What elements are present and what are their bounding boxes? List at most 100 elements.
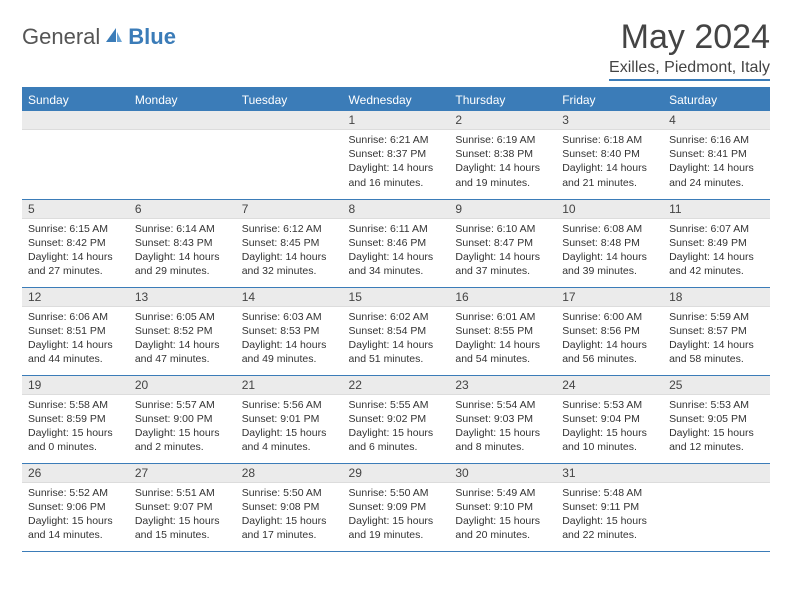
weekday-header: Sunday [22, 88, 129, 111]
day-info: Sunrise: 6:19 AMSunset: 8:38 PMDaylight:… [449, 130, 556, 193]
day-number-bar: 14 [236, 288, 343, 307]
daylight-line: Daylight: 15 hours and 20 minutes. [455, 515, 540, 541]
day-info: Sunrise: 6:14 AMSunset: 8:43 PMDaylight:… [129, 219, 236, 282]
day-number-bar: 30 [449, 464, 556, 483]
calendar-day-cell: 9Sunrise: 6:10 AMSunset: 8:47 PMDaylight… [449, 199, 556, 287]
sunrise-line: Sunrise: 5:52 AM [28, 487, 108, 499]
calendar-day-cell: 21Sunrise: 5:56 AMSunset: 9:01 PMDayligh… [236, 375, 343, 463]
day-number-bar: 29 [343, 464, 450, 483]
daylight-line: Daylight: 15 hours and 15 minutes. [135, 515, 220, 541]
day-info: Sunrise: 5:57 AMSunset: 9:00 PMDaylight:… [129, 395, 236, 458]
weekday-header: Friday [556, 88, 663, 111]
daylight-line: Daylight: 14 hours and 37 minutes. [455, 251, 540, 277]
sunset-line: Sunset: 8:43 PM [135, 237, 213, 249]
calendar-week-row: 12Sunrise: 6:06 AMSunset: 8:51 PMDayligh… [22, 287, 770, 375]
daylight-line: Daylight: 14 hours and 47 minutes. [135, 339, 220, 365]
day-number-bar: 6 [129, 200, 236, 219]
day-info: Sunrise: 6:15 AM Sunset: 8:42 PM Daylight:… [22, 219, 129, 282]
sunset-line: Sunset: 9:00 PM [135, 413, 213, 425]
day-info: Sunrise: 5:48 AMSunset: 9:11 PMDaylight:… [556, 483, 663, 546]
day-number-bar: 28 [236, 464, 343, 483]
day-number-bar [236, 111, 343, 130]
daylight-line: Daylight: 14 hours and 16 minutes. [349, 162, 434, 188]
sunset-line: Sunset: 8:53 PM [242, 325, 320, 337]
daylight-line: Daylight: 15 hours and 6 minutes. [349, 427, 434, 453]
day-info: Sunrise: 6:03 AM Sunset: 8:53 PM Daylight:… [236, 307, 343, 370]
day-info: Sunrise: 5:50 AMSunset: 9:09 PMDaylight:… [343, 483, 450, 546]
sunrise-line: Sunrise: 6:12 AM [242, 223, 322, 235]
sunrise-line: Sunrise: 6:15 AM [28, 223, 108, 235]
daylight-line: Daylight: 15 hours and 12 minutes. [669, 427, 754, 453]
sunrise-line: Sunrise: 5:53 AM [562, 399, 642, 411]
sunrise-line: Sunrise: 6:06 AM [28, 311, 108, 323]
day-info: Sunrise: 5:58 AMSunset: 8:59 PMDaylight:… [22, 395, 129, 458]
weekday-header-row: SundayMondayTuesdayWednesdayThursdayFrid… [22, 88, 770, 111]
daylight-line: Daylight: 15 hours and 0 minutes. [28, 427, 113, 453]
day-number-bar [129, 111, 236, 130]
sunrise-line: Sunrise: 6:08 AM [562, 223, 642, 235]
day-number-bar: 23 [449, 376, 556, 395]
sunset-line: Sunset: 9:11 PM [562, 501, 639, 513]
sunrise-line: Sunrise: 6:18 AM [562, 134, 642, 146]
daylight-line: Daylight: 14 hours and 27 minutes. [28, 251, 113, 277]
sunrise-line: Sunrise: 5:53 AM [669, 399, 749, 411]
day-number-bar [663, 464, 770, 483]
sunset-line: Sunset: 8:42 PM [28, 237, 106, 249]
header: General Blue May 2024 Exilles, Piedmont,… [22, 18, 770, 81]
daylight-line: Daylight: 14 hours and 39 minutes. [562, 251, 647, 277]
day-number-bar: 24 [556, 376, 663, 395]
calendar-week-row: 26Sunrise: 5:52 AMSunset: 9:06 PMDayligh… [22, 463, 770, 551]
sunrise-line: Sunrise: 5:55 AM [349, 399, 429, 411]
daylight-line: Daylight: 14 hours and 29 minutes. [135, 251, 220, 277]
day-number-bar: 31 [556, 464, 663, 483]
sunset-line: Sunset: 9:07 PM [135, 501, 213, 513]
daylight-line: Daylight: 14 hours and 49 minutes. [242, 339, 327, 365]
brand-text-2: Blue [128, 24, 176, 50]
sunrise-line: Sunrise: 5:59 AM [669, 311, 749, 323]
sunrise-line: Sunrise: 5:56 AM [242, 399, 322, 411]
day-number-bar: 25 [663, 376, 770, 395]
sunrise-line: Sunrise: 5:54 AM [455, 399, 535, 411]
title-block: May 2024 Exilles, Piedmont, Italy [609, 18, 770, 81]
weekday-header: Tuesday [236, 88, 343, 111]
sunset-line: Sunset: 9:05 PM [669, 413, 747, 425]
day-number-bar: 7 [236, 200, 343, 219]
calendar-day-cell: 16Sunrise: 6:01 AMSunset: 8:55 PMDayligh… [449, 287, 556, 375]
day-info: Sunrise: 6:12 AMSunset: 8:45 PMDaylight:… [236, 219, 343, 282]
brand-text-1: General [22, 24, 100, 50]
daylight-line: Daylight: 14 hours and 24 minutes. [669, 162, 754, 188]
calendar-week-row: 5Sunrise: 6:15 AMSunset: 8:42 PMDaylight… [22, 199, 770, 287]
calendar-day-cell [663, 463, 770, 551]
day-info: Sunrise: 6:21 AMSunset: 8:37 PMDaylight:… [343, 130, 450, 193]
calendar-table: SundayMondayTuesdayWednesdayThursdayFrid… [22, 87, 770, 552]
calendar-day-cell: 3Sunrise: 6:18 AMSunset: 8:40 PMDaylight… [556, 111, 663, 199]
day-number-bar: 12 [22, 288, 129, 307]
day-number-bar: 1 [343, 111, 450, 130]
day-number-bar: 27 [129, 464, 236, 483]
sunset-line: Sunset: 9:01 PM [242, 413, 320, 425]
calendar-day-cell: 19Sunrise: 5:58 AMSunset: 8:59 PMDayligh… [22, 375, 129, 463]
day-number-bar: 17 [556, 288, 663, 307]
sunrise-line: Sunrise: 6:03 AM [242, 311, 322, 323]
day-number-bar: 8 [343, 200, 450, 219]
calendar-day-cell: 14 Sunrise: 6:03 AM Sunset: 8:53 PM Dayligh… [236, 287, 343, 375]
sunset-line: Sunset: 9:04 PM [562, 413, 640, 425]
calendar-day-cell: 11Sunrise: 6:07 AMSunset: 8:49 PMDayligh… [663, 199, 770, 287]
daylight-line: Daylight: 15 hours and 17 minutes. [242, 515, 327, 541]
sunset-line: Sunset: 9:08 PM [242, 501, 320, 513]
sunrise-line: Sunrise: 5:49 AM [455, 487, 535, 499]
day-number-bar: 13 [129, 288, 236, 307]
calendar-day-cell: 10Sunrise: 6:08 AMSunset: 8:48 PMDayligh… [556, 199, 663, 287]
day-info: Sunrise: 5:52 AMSunset: 9:06 PMDaylight:… [22, 483, 129, 546]
sunrise-line: Sunrise: 6:05 AM [135, 311, 215, 323]
daylight-line: Daylight: 15 hours and 19 minutes. [349, 515, 434, 541]
weekday-header: Thursday [449, 88, 556, 111]
calendar-day-cell: 4Sunrise: 6:16 AMSunset: 8:41 PMDaylight… [663, 111, 770, 199]
day-info: Sunrise: 6:01 AMSunset: 8:55 PMDaylight:… [449, 307, 556, 370]
sunrise-line: Sunrise: 5:50 AM [349, 487, 429, 499]
sunset-line: Sunset: 8:40 PM [562, 148, 640, 160]
day-info: Sunrise: 6:02 AMSunset: 8:54 PMDaylight:… [343, 307, 450, 370]
calendar-day-cell: 20Sunrise: 5:57 AMSunset: 9:00 PMDayligh… [129, 375, 236, 463]
sunset-line: Sunset: 8:52 PM [135, 325, 213, 337]
calendar-day-cell [22, 111, 129, 199]
